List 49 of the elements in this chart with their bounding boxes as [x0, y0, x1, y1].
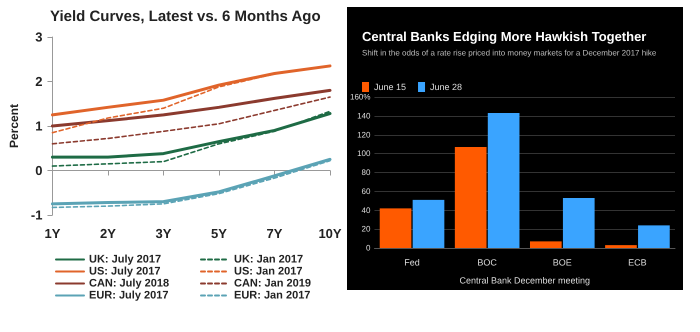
line-series	[52, 96, 331, 145]
y-tick-label: 2	[35, 74, 42, 89]
chart-title: Central Banks Edging More Hawkish Together	[362, 29, 646, 44]
y-tick-label: 1	[35, 118, 42, 134]
legend-label: UK: July 2017	[89, 254, 162, 266]
bar	[488, 113, 520, 248]
legend-label: EUR: Jan 2017	[234, 290, 310, 302]
legend-label: CAN: Jan 2019	[234, 278, 312, 290]
legend-label: CAN: July 2018	[89, 278, 170, 290]
bar	[562, 198, 595, 248]
chart-subtitle: Shift in the odds of a rate rise priced into money markets for a December 2017 hike	[362, 48, 657, 58]
y-tick-label: 120	[357, 130, 371, 140]
bar	[638, 225, 670, 248]
x-tick-label: BOE	[552, 258, 572, 268]
y-axis-title: Percent	[7, 104, 21, 148]
y-tick-label: 80	[362, 168, 372, 177]
y-tick-label: 20	[362, 224, 372, 234]
legend-label: US: July 2017	[89, 266, 161, 278]
legend-label: UK: Jan 2017	[234, 254, 304, 266]
bar	[380, 208, 412, 248]
x-tick-label: Fed	[404, 258, 420, 268]
bar	[454, 147, 487, 248]
x-tick-label: 2Y	[100, 226, 116, 241]
y-tick-label: 160%	[350, 92, 370, 102]
bar	[530, 241, 562, 248]
x-tick-label: 1Y	[44, 226, 61, 241]
y-tick-label: 0	[366, 244, 372, 252]
y-tick-label: 100	[357, 149, 371, 158]
bar	[605, 245, 637, 248]
legend-label: US: Jan 2017	[234, 266, 302, 278]
legend-label: June 28	[430, 82, 462, 92]
line-series	[50, 88, 332, 128]
x-tick-label: 5Y	[211, 226, 228, 241]
legend-label: June 15	[374, 82, 406, 92]
y-tick-label: 140	[357, 111, 371, 120]
y-tick-label: 3	[35, 30, 42, 44]
x-tick-label: 7Y	[266, 226, 283, 241]
y-tick-label: 40	[362, 206, 372, 215]
x-tick-label: ECB	[628, 258, 647, 268]
x-tick-label: 3Y	[156, 226, 172, 241]
bar	[412, 200, 444, 248]
y-tick-label: -1	[30, 208, 42, 222]
legend-label: EUR: July 2017	[89, 290, 168, 302]
x-axis-title: Central Bank December meeting	[459, 276, 590, 286]
x-tick-label: 10Y	[318, 226, 342, 241]
y-tick-label: 60	[362, 186, 372, 196]
y-tick-label: 0	[35, 163, 42, 178]
x-tick-label: BOC	[477, 258, 498, 268]
chart-title: Yield Curves, Latest vs. 6 Months Ago	[50, 8, 321, 25]
